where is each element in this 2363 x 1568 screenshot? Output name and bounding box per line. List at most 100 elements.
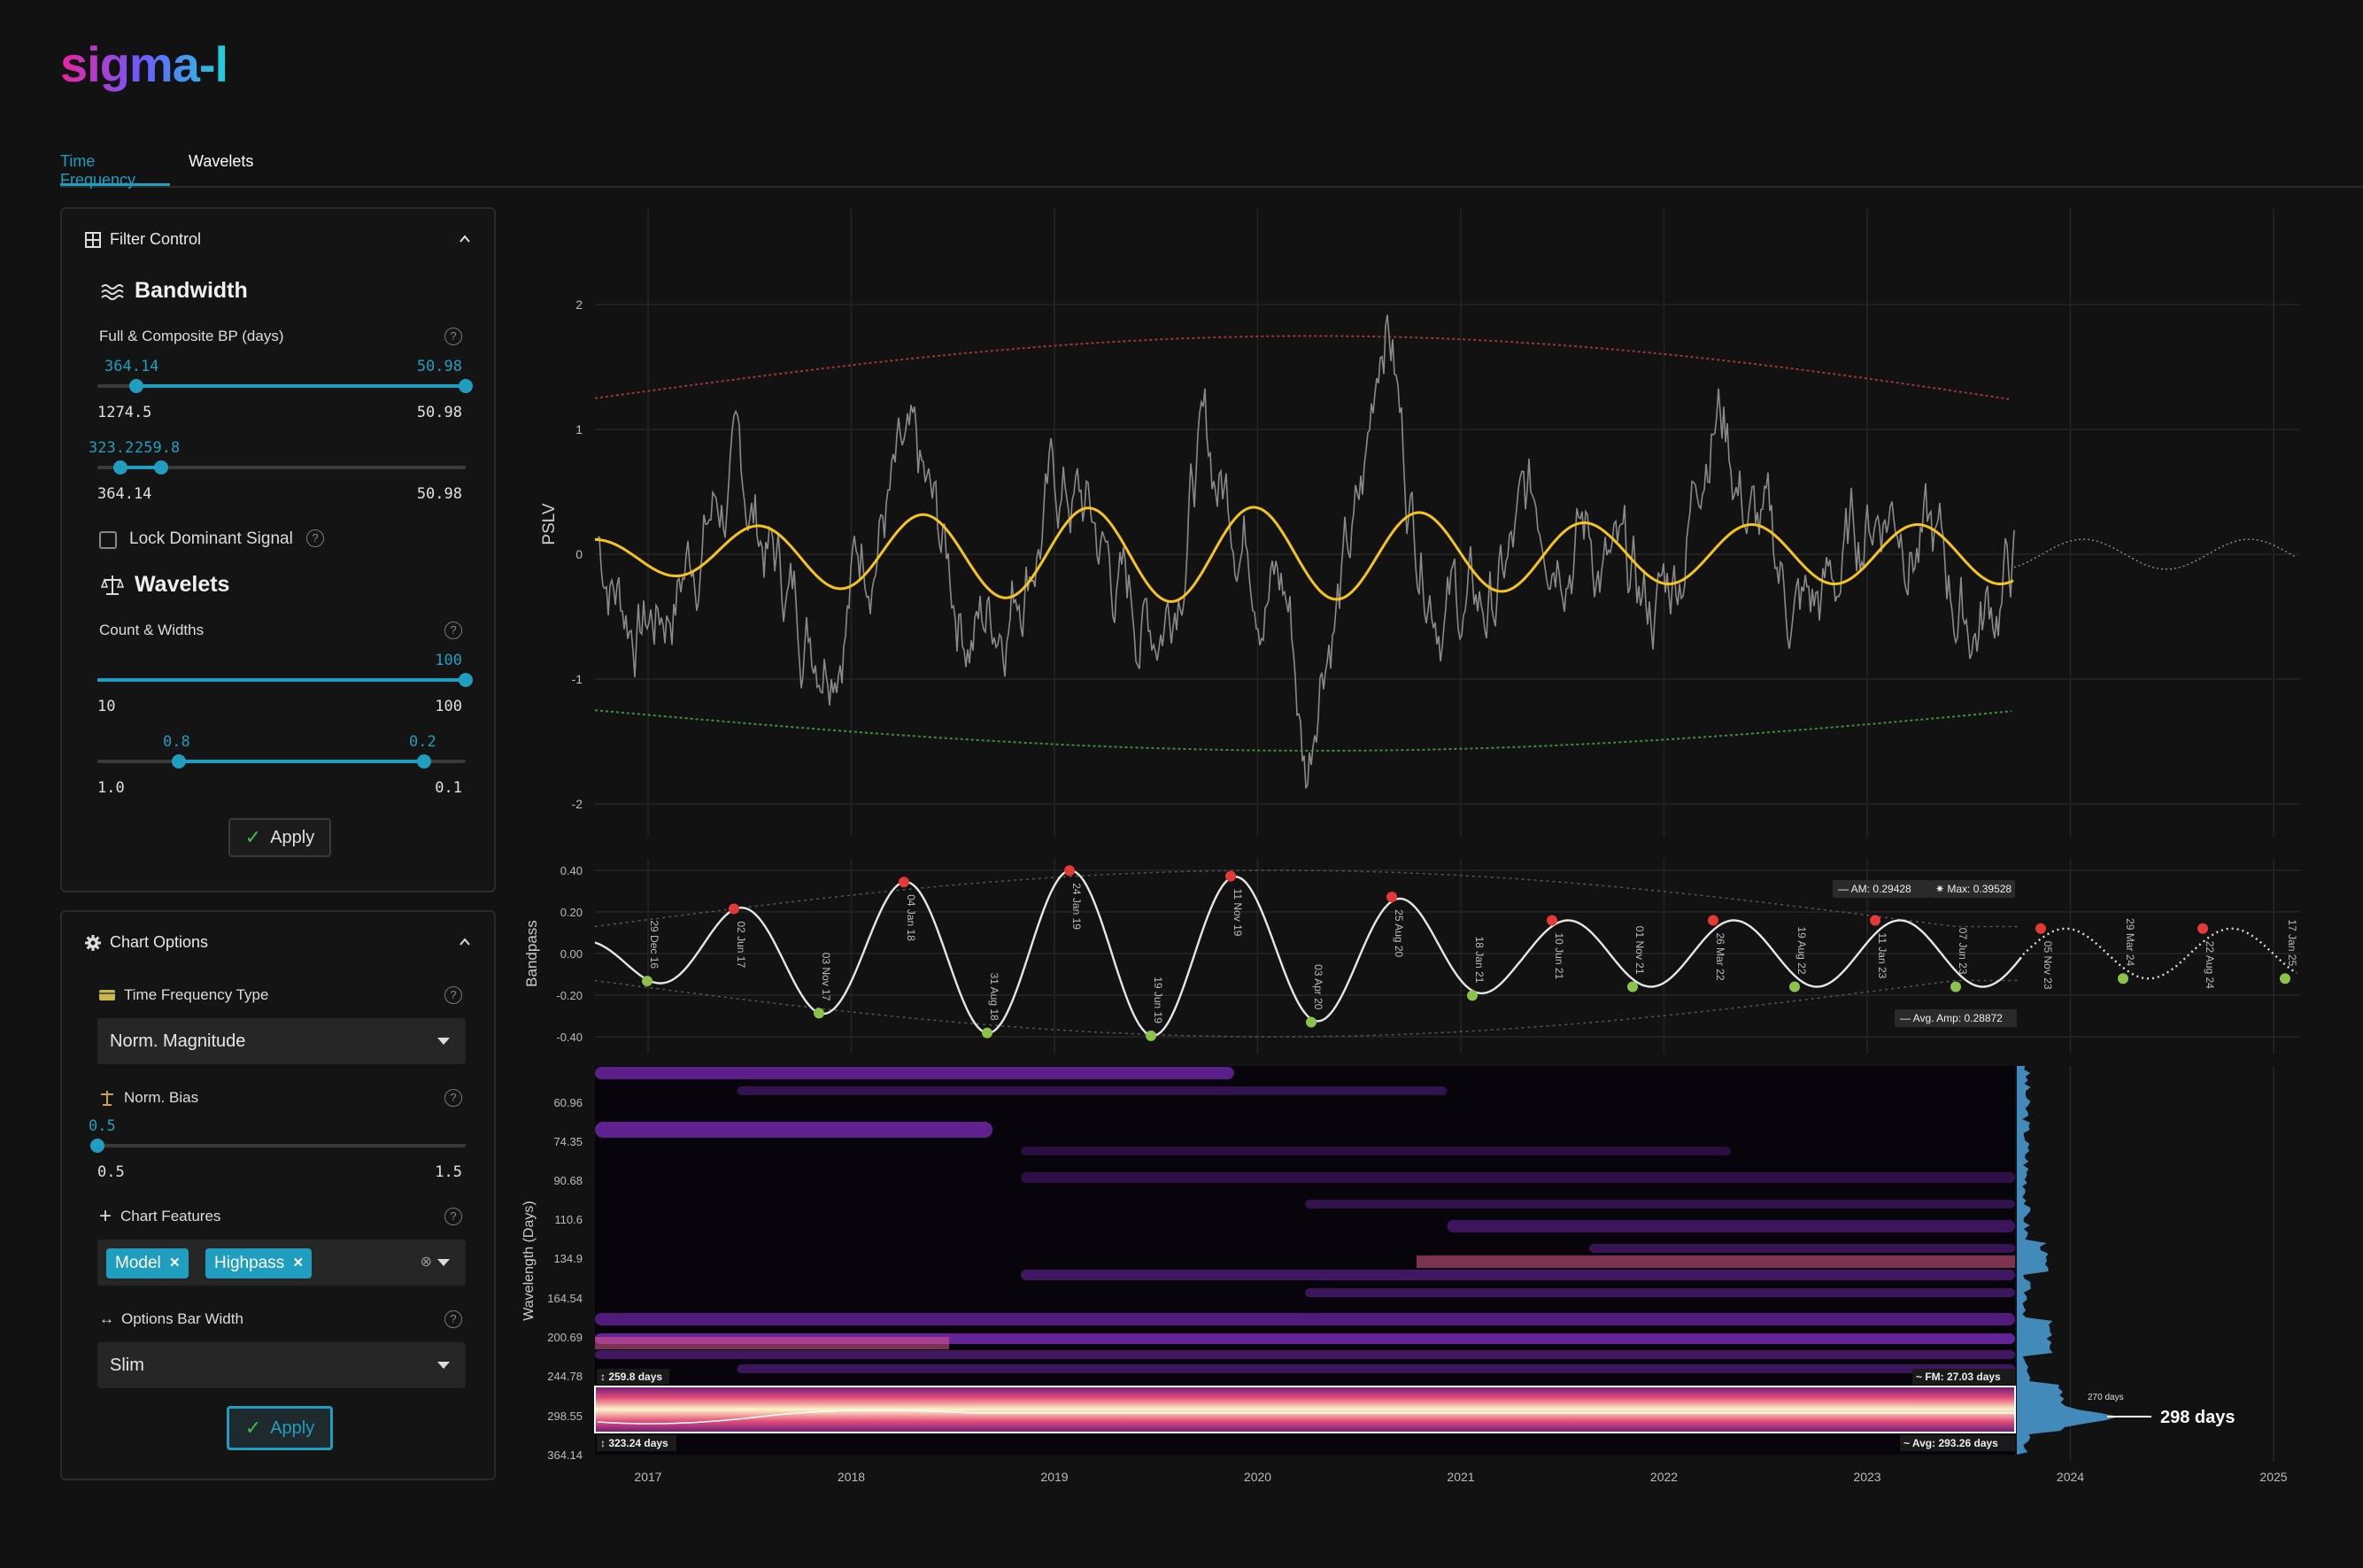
bandpass-series [594, 869, 2022, 1038]
waves-icon [101, 283, 124, 300]
app-logo: sigma-l [60, 36, 264, 113]
cycle-date-label: 01 Nov 21 [1633, 926, 1646, 975]
trough-marker [1146, 1030, 1156, 1041]
norm-bias-label: Norm. Bias [99, 1089, 198, 1107]
cycle-date-label: 11 Nov 19 [1232, 889, 1244, 937]
filter-apply-label: Apply [270, 827, 315, 847]
chart-options-title: Chart Options [110, 933, 209, 951]
feature-chip-model[interactable]: Model × [106, 1248, 189, 1278]
trough-marker [642, 976, 653, 987]
svg-text:sigma-l: sigma-l [60, 39, 228, 92]
cycle-date-label: 17 Jan 25 [2286, 919, 2298, 966]
y-tick-label: 244.78 [547, 1370, 583, 1383]
chart-features-select[interactable]: Model × Highpass × ⊗ [97, 1240, 466, 1286]
wavelet-heatmap[interactable]: ↕ 259.8 days ↕ 323.24 days ~ FM: 27.03 day… [521, 1066, 2288, 1484]
bp2-slider[interactable] [97, 460, 466, 475]
check-icon: ✓ [244, 826, 262, 848]
bp2-knob-left[interactable] [113, 460, 127, 475]
y-axis-label: PSLV [540, 503, 559, 545]
x-tick-label: 2019 [1040, 1470, 1068, 1484]
help-icon[interactable]: ? [444, 622, 462, 639]
chart-features-text: Chart Features [120, 1208, 221, 1224]
bar-width-label: ↔ Options Bar Width [99, 1310, 243, 1328]
chevron-up-icon[interactable] [459, 232, 471, 244]
filter-control-header[interactable]: Filter Control [85, 230, 201, 249]
peak-marker [899, 877, 909, 888]
tab-time-frequency[interactable]: Time Frequency [60, 152, 170, 189]
bandpass-chart[interactable]: 0.40 0.20 0.00 -0.20 -0.40 Bandpass 29 Dec 16 0… [523, 859, 2300, 1054]
help-icon[interactable]: ? [444, 1310, 462, 1328]
bar-width-value: Slim [110, 1356, 144, 1375]
band-top-label: ↕ 259.8 days [600, 1371, 662, 1383]
y-tick-label: 74.35 [553, 1135, 583, 1148]
bp1-knob-left[interactable] [129, 379, 143, 393]
help-icon[interactable]: ? [444, 1089, 462, 1107]
help-icon[interactable]: ? [306, 529, 324, 547]
bandwidth-label: Full & Composite BP (days) [99, 328, 284, 344]
bp2-left-value: 323.2 [89, 439, 135, 457]
bp1-slider[interactable] [97, 379, 473, 393]
clear-icon[interactable]: ⊗ [420, 1255, 432, 1270]
x-tick-label: 2020 [1244, 1470, 1271, 1484]
norm-bias-value: 0.5 [89, 1117, 116, 1135]
y-tick-label: 0.00 [560, 947, 583, 961]
x-tick-label: 2022 [1650, 1470, 1678, 1484]
logo-mark: sigma-l [60, 36, 228, 92]
x-tick-label: 2024 [2057, 1470, 2084, 1484]
norm-bias-slider[interactable] [90, 1139, 466, 1153]
am-annotation: — AM: 0.29428 [1838, 883, 1911, 895]
cycle-date-label: 26 Mar 22 [1714, 932, 1726, 980]
cycle-date-label: 18 Jan 21 [1473, 937, 1486, 984]
y-axis-label: Wavelength (Days) [521, 1201, 537, 1320]
norm-bias-min: 0.5 [97, 1163, 125, 1181]
tab-wavelets[interactable]: Wavelets [189, 152, 254, 170]
bandwidth-title: Bandwidth [135, 278, 248, 303]
widths-knob-left[interactable] [172, 754, 186, 769]
filter-control-panel: Filter Control Bandwidth Full & Composit… [60, 207, 496, 892]
y-tick-label: 134.9 [553, 1252, 583, 1265]
remove-icon[interactable]: × [169, 1254, 180, 1272]
bp2-right-value: 259.8 [135, 439, 181, 457]
filter-apply-button[interactable]: ✓ Apply [228, 818, 331, 857]
chevron-up-icon[interactable] [459, 935, 471, 947]
count-widths-label: Count & Widths [99, 622, 205, 638]
help-icon[interactable]: ? [444, 328, 462, 345]
card-icon [99, 990, 115, 1000]
help-icon[interactable]: ? [444, 986, 462, 1004]
bp2-knob-right[interactable] [154, 460, 168, 475]
remove-icon[interactable]: × [293, 1254, 304, 1272]
heatmap-streak [595, 1067, 1234, 1079]
dominant-band-frame [594, 1386, 2016, 1433]
widths-slider[interactable] [97, 754, 466, 769]
norm-bias-knob[interactable] [90, 1139, 104, 1153]
band-bottom-label-box [597, 1435, 676, 1451]
bp1-knob-right[interactable] [459, 379, 473, 393]
feature-chip-highpass[interactable]: Highpass × [205, 1248, 313, 1278]
histogram-main-label: 298 days [2160, 1408, 2236, 1427]
peak-marker [1870, 915, 1880, 926]
count-slider[interactable] [97, 673, 473, 687]
cycle-date-label: 05 Nov 23 [2042, 941, 2054, 990]
bar-width-select[interactable]: Slim [97, 1342, 466, 1388]
bp2-min: 364.14 [97, 485, 152, 503]
y-tick-label: 90.68 [553, 1174, 583, 1187]
cycle-date-label: 31 Aug 18 [988, 973, 1000, 1021]
chart-options-apply-button[interactable]: ✓ Apply [227, 1406, 333, 1450]
help-icon[interactable]: ? [444, 1208, 462, 1225]
tf-type-select[interactable]: Norm. Magnitude [97, 1018, 466, 1064]
x-tick-label: 2021 [1447, 1470, 1474, 1484]
chart-options-header[interactable]: Chart Options [85, 933, 208, 952]
bp1-max: 50.98 [416, 404, 462, 421]
filter-control-title: Filter Control [110, 230, 202, 248]
count-knob[interactable] [459, 673, 473, 687]
lock-dominant-checkbox[interactable] [99, 531, 117, 549]
heatmap-streak [1588, 1244, 2015, 1253]
feature-chip-label: Model [115, 1254, 161, 1272]
y-tick-label: -1 [572, 672, 583, 686]
cycle-date-label: 04 Jan 18 [905, 894, 917, 941]
widths-knob-right[interactable] [417, 754, 431, 769]
peak-marker [1547, 915, 1557, 926]
caret-down-icon [437, 1038, 450, 1045]
price-chart[interactable]: 2 1 0 -1 -2 PSLV [540, 208, 2300, 837]
